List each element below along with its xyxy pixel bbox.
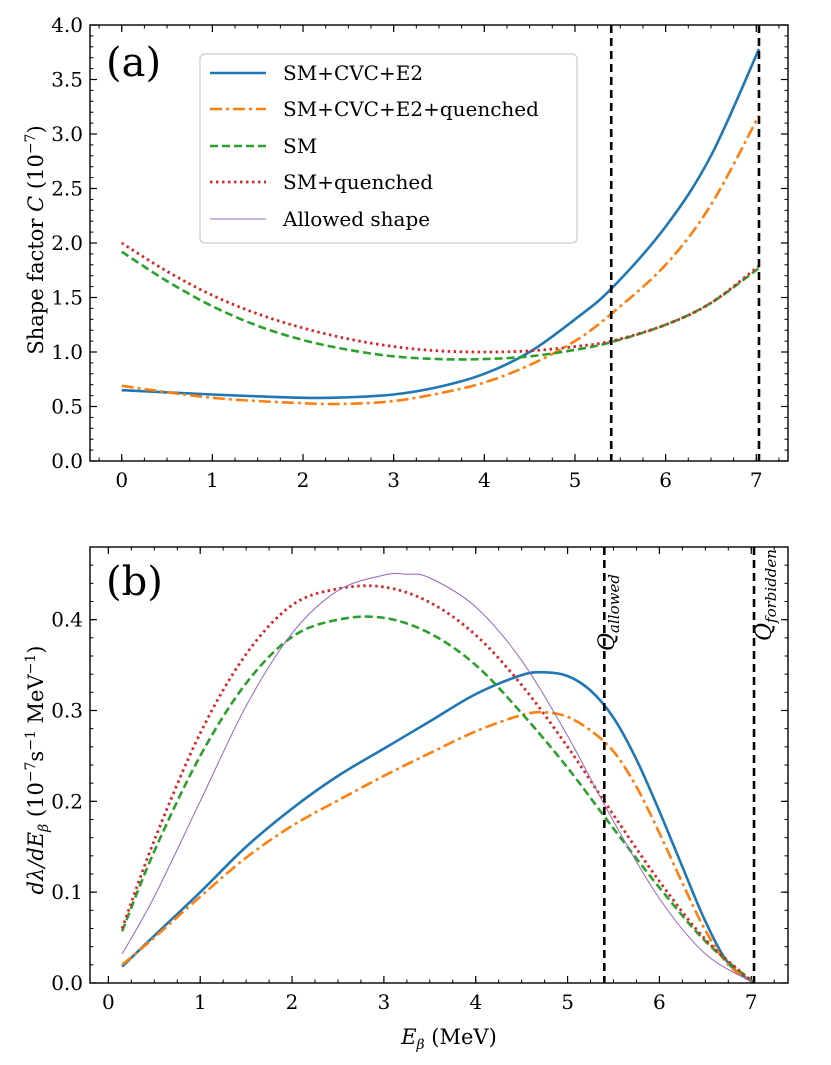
series-sm-cvc-e2 xyxy=(121,670,755,985)
legend-label-sm-cvc-e2-quenched: SM+CVC+E2+quenched xyxy=(283,97,539,121)
y-tick-label: 0.0 xyxy=(51,971,83,995)
x-tick-label: 7 xyxy=(745,990,758,1014)
panel-b-ylabel: dλ/dEβ (10−7s−1 MeV−1) xyxy=(23,646,52,895)
legend-entry-sm-quenched: SM+quenched xyxy=(210,170,433,194)
x-tick-label: 3 xyxy=(387,468,400,492)
x-tick-label: 2 xyxy=(286,990,299,1014)
x-tick-label: 5 xyxy=(569,468,582,492)
panel-a-series xyxy=(120,48,761,406)
legend-entry-sm-cvc-e2: SM+CVC+E2 xyxy=(210,61,423,85)
legend-label-sm-quenched: SM+quenched xyxy=(283,170,433,194)
panel-b-xlabel: Eβ (MeV) xyxy=(400,1025,497,1053)
x-tick-label: 1 xyxy=(194,990,207,1014)
series-sm-quenched xyxy=(120,584,755,985)
y-tick-label: 0.0 xyxy=(51,449,83,473)
panel-a-ylabel: Shape factor C (10−7) xyxy=(23,125,48,354)
y-tick-label: 4.0 xyxy=(51,13,83,37)
x-tick-label: 4 xyxy=(469,990,482,1014)
panel-a: 0 1 2 3 4 5 6 70.00.51.01.52.02.53.03.54.0 (a) … xyxy=(23,13,789,492)
q-forbidden-label: Qforbidden xyxy=(752,549,780,641)
series-allowed-shape xyxy=(121,573,755,984)
x-tick-label: 1 xyxy=(206,468,219,492)
panel-b: 0 1 2 3 4 5 6 7 0.0 0.1 0.2 0.3 0.4 (b) dλ/dEβ (10−7… xyxy=(23,546,789,1053)
legend-entry-allowed-shape: Allowed shape xyxy=(210,207,430,231)
y-tick-label: 0.4 xyxy=(51,608,83,632)
x-tick-label: 2 xyxy=(297,468,310,492)
x-tick-label: 3 xyxy=(378,990,391,1014)
x-tick-label: 7 xyxy=(750,468,763,492)
legend-label-allowed-shape: Allowed shape xyxy=(282,207,430,231)
legend: SM+CVC+E2 SM+CVC+E2+quenched SM SM+quenc… xyxy=(199,53,578,244)
panel-a-label: (a) xyxy=(106,40,161,86)
series-sm-cvc-e2-quenched xyxy=(121,710,755,985)
y-tick-label: 0.5 xyxy=(51,395,83,419)
panel-a-vlines xyxy=(609,25,761,461)
panel-b-series xyxy=(120,573,755,985)
y-tick-label: 0.2 xyxy=(51,789,83,813)
y-tick-label: 3.0 xyxy=(51,122,83,146)
y-tick-label: 2.0 xyxy=(51,231,83,255)
x-tick-label: 6 xyxy=(659,468,672,492)
legend-box xyxy=(199,53,578,244)
x-tick-label: 4 xyxy=(478,468,491,492)
y-tick-label: 1.0 xyxy=(51,340,83,364)
y-tick-label: 3.5 xyxy=(51,68,83,92)
legend-label-sm-cvc-e2: SM+CVC+E2 xyxy=(283,61,423,85)
x-tick-label: 0 xyxy=(115,468,128,492)
panel-b-frame xyxy=(89,546,789,984)
q-allowed-label: Qallowed xyxy=(595,574,623,651)
y-tick-label: 2.5 xyxy=(51,177,83,201)
x-tick-label: 6 xyxy=(653,990,666,1014)
legend-label-sm: SM xyxy=(283,134,317,158)
panel-a-frame xyxy=(89,24,789,462)
legend-entry-sm-cvc-e2-quenched: SM+CVC+E2+quenched xyxy=(210,97,539,121)
panel-b-vlines xyxy=(603,547,756,983)
y-tick-label: 1.5 xyxy=(51,286,83,310)
x-tick-label: 0 xyxy=(102,990,115,1014)
series-sm-cvc-e2 xyxy=(121,48,761,400)
y-tick-label: 0.1 xyxy=(51,880,83,904)
x-tick-label: 5 xyxy=(561,990,574,1014)
panel-b-label: (b) xyxy=(106,559,163,605)
legend-entry-sm: SM xyxy=(210,134,317,158)
series-sm xyxy=(120,615,755,984)
series-sm-cvc-e2-quenched xyxy=(121,114,761,406)
y-tick-label: 0.3 xyxy=(51,699,83,723)
series-sm-quenched xyxy=(120,241,760,354)
panel-b-ticks: 0 1 2 3 4 5 6 7 0.0 0.1 0.2 0.3 0.4 xyxy=(51,546,788,1014)
